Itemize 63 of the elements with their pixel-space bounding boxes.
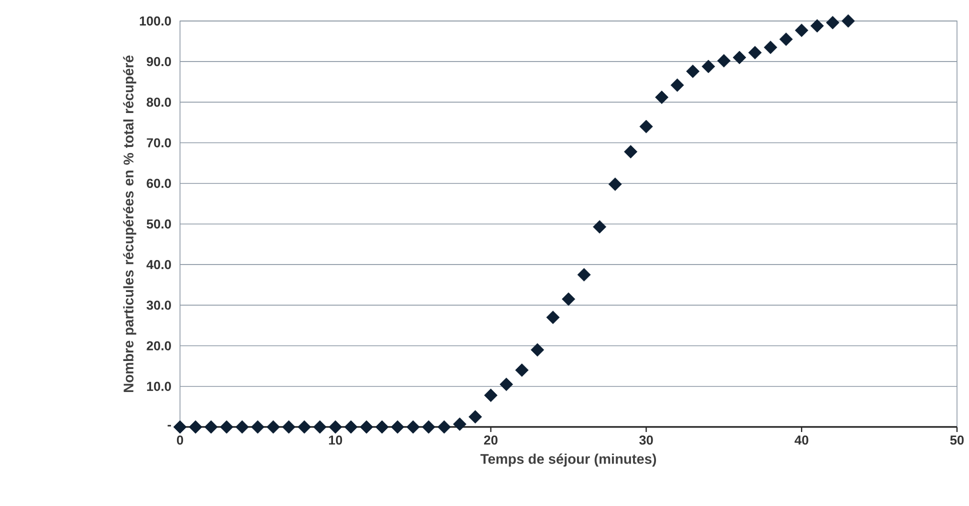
y-tick-label: 100.0 xyxy=(140,16,171,26)
point xyxy=(235,420,249,434)
point xyxy=(515,363,529,377)
y-tick-label: - xyxy=(168,424,171,426)
y-tick-label: 70.0 xyxy=(146,138,171,148)
point xyxy=(608,177,622,191)
point xyxy=(748,46,762,60)
point xyxy=(422,420,436,434)
y-tick-label: 50.0 xyxy=(146,219,171,229)
x-tick-label: 0 xyxy=(176,436,184,445)
x-tick-label: 30 xyxy=(639,436,653,445)
point xyxy=(562,292,576,306)
point xyxy=(686,64,700,78)
point xyxy=(842,14,855,28)
point xyxy=(655,90,668,104)
point xyxy=(577,268,591,282)
y-tick-label: 20.0 xyxy=(146,341,171,350)
point xyxy=(188,420,202,434)
y-tick-label: 30.0 xyxy=(146,300,171,310)
x-tick-label: 50 xyxy=(950,436,964,445)
y-tick-label: 10.0 xyxy=(147,382,171,391)
point xyxy=(173,420,187,434)
point xyxy=(546,310,560,324)
y-tick-label: 80.0 xyxy=(146,98,171,107)
point xyxy=(375,420,389,434)
point xyxy=(390,420,404,434)
y-axis-title: Nombre particules récupérées en % total récupéré xyxy=(123,56,136,392)
point xyxy=(484,388,498,402)
point xyxy=(453,417,466,431)
point xyxy=(266,420,280,434)
point xyxy=(360,420,374,434)
point xyxy=(204,420,218,434)
x-tick-label: 20 xyxy=(484,436,498,445)
point xyxy=(592,220,606,234)
point xyxy=(220,420,234,434)
point xyxy=(640,120,653,134)
y-tick-label: 40.0 xyxy=(146,260,171,270)
point xyxy=(810,19,824,33)
point xyxy=(670,78,684,92)
point xyxy=(732,50,746,64)
point xyxy=(437,420,451,434)
point xyxy=(717,54,731,68)
point xyxy=(624,145,638,158)
point xyxy=(764,40,778,54)
point xyxy=(313,420,327,434)
x-axis-title: Temps de séjour (minutes) xyxy=(480,454,656,467)
point xyxy=(282,420,296,434)
point xyxy=(468,410,482,424)
point xyxy=(530,343,544,357)
point xyxy=(794,24,808,38)
point xyxy=(702,60,716,74)
point xyxy=(251,420,264,434)
x-tick-label: 10 xyxy=(329,436,342,445)
point xyxy=(344,420,358,434)
point xyxy=(328,420,342,434)
y-tick-label: 90.0 xyxy=(146,56,171,66)
y-tick-label: 60.0 xyxy=(146,178,171,188)
point xyxy=(500,378,514,392)
point xyxy=(826,16,840,30)
x-tick-label: 40 xyxy=(794,436,808,445)
point xyxy=(779,32,793,46)
point xyxy=(406,420,420,434)
point xyxy=(298,420,312,434)
